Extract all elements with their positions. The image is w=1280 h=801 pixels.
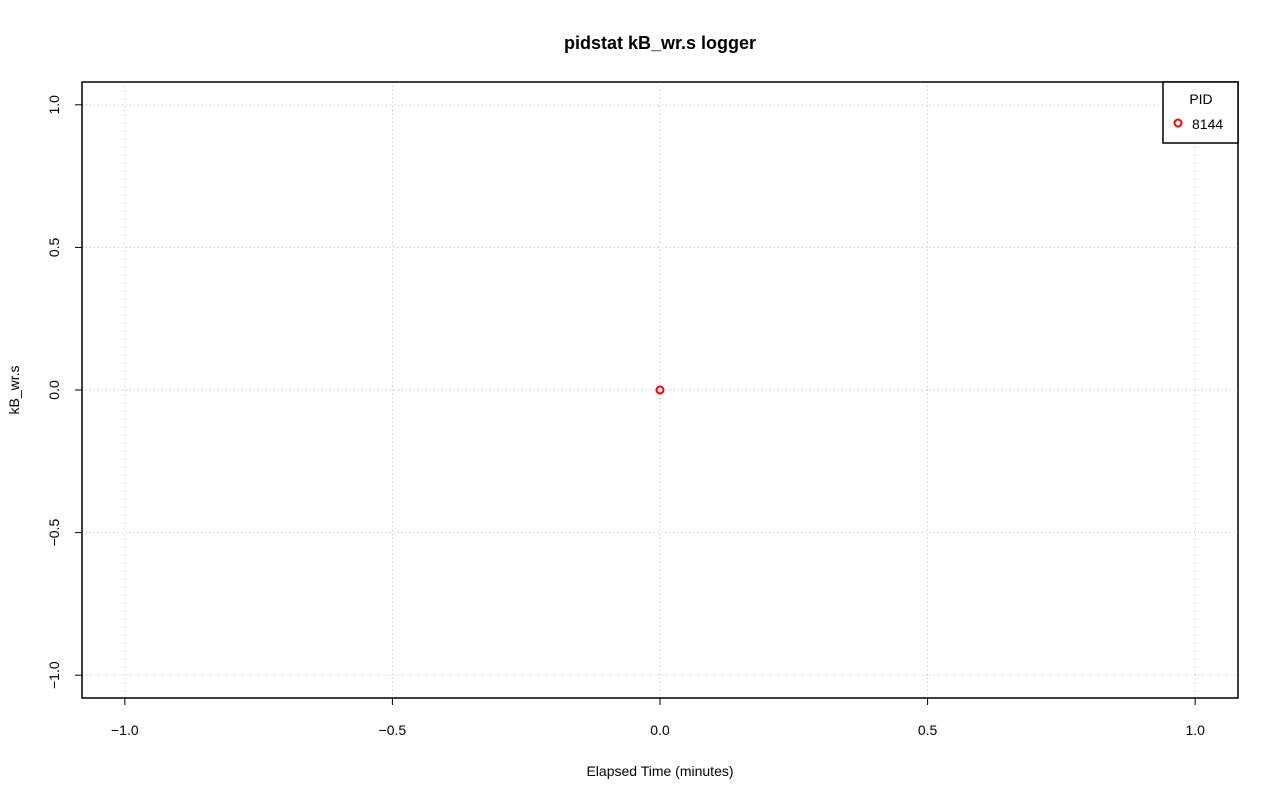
points — [655, 385, 665, 395]
y-axis-label: kB_wr.s — [6, 365, 22, 414]
y-axis: −1.0 −0.5 0.0 0.5 1.0 — [46, 95, 82, 689]
x-axis-label: Elapsed Time (minutes) — [586, 763, 733, 779]
y-tick-label: 0.5 — [46, 237, 62, 257]
legend-marker — [1173, 118, 1183, 128]
x-tick-label: −1.0 — [111, 722, 139, 738]
y-tick-label: −1.0 — [46, 661, 62, 689]
y-tick-label: −0.5 — [46, 519, 62, 547]
y-tick-label: 0.0 — [46, 380, 62, 400]
x-tick-label: 0.5 — [918, 722, 938, 738]
x-tick-label: 0.0 — [650, 722, 670, 738]
x-axis: −1.0 −0.5 0.0 0.5 1.0 — [111, 697, 1205, 738]
y-tick-label: 1.0 — [46, 95, 62, 115]
legend-box — [1162, 81, 1239, 144]
data-point — [655, 385, 665, 395]
x-tick-label: 1.0 — [1185, 722, 1205, 738]
grid — [82, 82, 1238, 698]
chart-title: pidstat kB_wr.s logger — [564, 33, 756, 53]
legend-entry-label: 8144 — [1192, 116, 1223, 132]
legend-title: PID — [1189, 91, 1212, 107]
x-tick-label: −0.5 — [379, 722, 407, 738]
legend: PID 8144 — [1162, 81, 1239, 144]
